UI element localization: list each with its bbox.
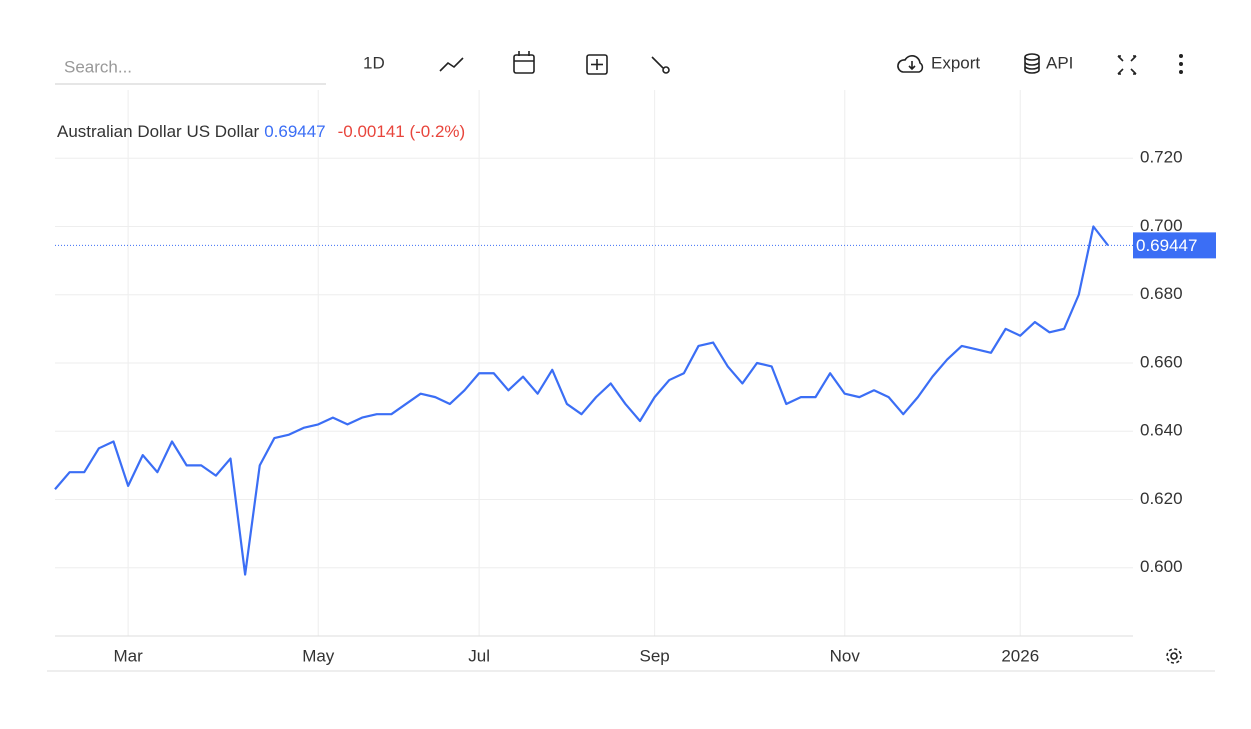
api-label: API <box>1046 53 1073 72</box>
interval-button[interactable]: 1D <box>363 53 385 72</box>
calendar-button[interactable] <box>513 51 535 74</box>
y-tick-label: 0.660 <box>1140 352 1183 371</box>
legend-price: 0.69447 <box>264 122 325 141</box>
search-box[interactable]: Search... <box>64 57 132 76</box>
x-tick-label: Jul <box>468 646 490 665</box>
compare-button[interactable] <box>586 54 608 75</box>
tools-button[interactable] <box>651 56 670 74</box>
y-tick-label: 0.680 <box>1140 284 1183 303</box>
last-price-tag <box>1133 232 1216 259</box>
export-label: Export <box>931 53 980 72</box>
x-tick-label: Mar <box>113 646 143 665</box>
export-button[interactable]: Export <box>897 53 980 73</box>
legend: Australian Dollar US Dollar 0.69447 -0.001… <box>57 122 465 141</box>
y-tick-label: 0.720 <box>1140 148 1183 167</box>
settings-button[interactable] <box>1166 648 1182 664</box>
x-tick-label: Sep <box>640 646 670 665</box>
last-price-label: 0.69447 <box>1136 236 1197 255</box>
legend-series-name: Australian Dollar US Dollar <box>57 122 260 141</box>
y-tick-label: 0.640 <box>1140 421 1183 440</box>
api-button[interactable]: API <box>1024 53 1073 74</box>
y-tick-label: 0.700 <box>1140 216 1183 235</box>
menu-button[interactable] <box>1179 54 1183 74</box>
y-tick-label: 0.600 <box>1140 557 1183 576</box>
fullscreen-button[interactable] <box>1117 55 1137 75</box>
chart-type-button[interactable] <box>439 57 464 72</box>
x-tick-label: Nov <box>830 646 861 665</box>
y-tick-label: 0.620 <box>1140 489 1183 508</box>
legend-change: -0.00141 (-0.2%) <box>338 122 466 141</box>
x-tick-label: May <box>302 646 335 665</box>
x-tick-label: 2026 <box>1001 646 1039 665</box>
plot-area: 0.600 0.620 0.640 0.660 0.680 0.700 0.720 Mar Ma… <box>54 90 1183 665</box>
price-line <box>54 225 1109 576</box>
